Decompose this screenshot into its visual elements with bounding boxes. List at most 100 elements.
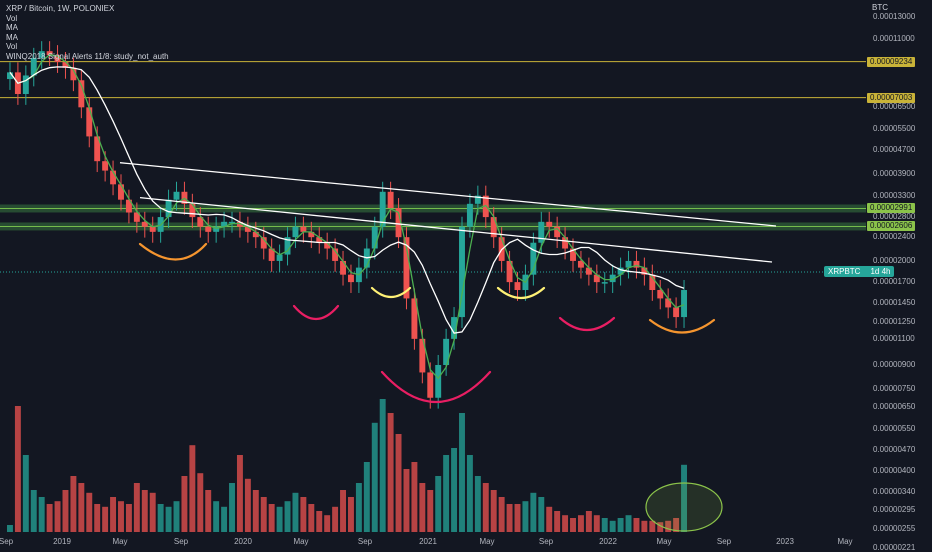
legend-title[interactable]: XRP / Bitcoin, 1W, POLONIEX <box>6 4 115 13</box>
volume-bar <box>229 483 235 532</box>
candle-body <box>625 260 632 268</box>
pattern-arc <box>558 316 616 331</box>
candle-body <box>324 242 331 249</box>
pattern-arc <box>648 318 716 334</box>
candle-body <box>110 170 117 185</box>
candle-body <box>118 184 124 200</box>
candle-body <box>609 274 616 283</box>
volume-bar <box>181 476 188 532</box>
volume-bar <box>514 504 521 532</box>
volume-bar <box>62 490 69 532</box>
price-level-tag[interactable]: 0.00002991 <box>867 203 916 214</box>
pattern-arc <box>370 286 412 299</box>
y-tick-label: 0.00001450 <box>873 297 916 307</box>
candle-body <box>562 237 569 249</box>
volume-bar <box>276 506 283 532</box>
volume-bar <box>348 497 354 532</box>
volume-bar <box>133 483 140 532</box>
candle-body <box>300 226 307 232</box>
candle-body <box>149 226 156 232</box>
legend-ma[interactable]: MA <box>6 23 18 32</box>
bar-countdown: 1d 4h <box>870 267 891 276</box>
y-tick-label: 0.00000470 <box>873 444 916 454</box>
price-level-tag[interactable]: 0.00002606 <box>867 221 916 232</box>
y-tick-label: 0.00005500 <box>873 124 916 134</box>
volume-bar <box>118 501 124 532</box>
candle-body <box>348 274 354 283</box>
candle-body <box>38 51 45 58</box>
y-tick-label: 0.00000550 <box>873 424 916 434</box>
volume-bar <box>173 501 180 532</box>
candle-body <box>268 248 275 261</box>
price-level-tag[interactable]: 0.00007003 <box>867 92 916 103</box>
volume-bar <box>522 501 529 532</box>
candle-body <box>649 274 656 291</box>
x-tick-label: Sep <box>173 537 189 546</box>
volume-bar <box>490 490 497 532</box>
y-tick-label: 0.00000900 <box>873 359 916 369</box>
candle-body <box>133 212 140 222</box>
volume-bar <box>466 455 473 532</box>
volume-bar <box>324 515 331 532</box>
candle-body <box>427 372 434 398</box>
volume-bar <box>332 506 339 532</box>
candle-body <box>681 290 687 318</box>
x-tick-label: May <box>112 537 128 546</box>
legend-vol[interactable]: Vol <box>6 13 18 23</box>
y-tick-label: 0.00000295 <box>873 505 916 515</box>
y-tick-label: 0.00000650 <box>873 402 916 412</box>
volume-bar <box>482 483 489 532</box>
x-tick-label: May <box>837 537 853 546</box>
price-axis-unit[interactable]: BTC <box>872 3 888 12</box>
candle-body <box>665 298 672 308</box>
x-tick-label: Sep <box>0 537 14 546</box>
pattern-arc <box>380 370 492 404</box>
volume-bar <box>538 497 545 532</box>
volume-bar <box>554 511 561 532</box>
ma-slow-line <box>9 66 685 334</box>
symbol-price-tag[interactable]: XRPBTC 1d 4h <box>824 266 895 277</box>
volume-bar <box>197 473 204 532</box>
y-tick-label: 0.00000221 <box>873 543 916 552</box>
candle-body <box>94 136 101 162</box>
volume-bar <box>54 501 61 532</box>
y-tick-label: 0.00003300 <box>873 190 916 200</box>
volume-bar <box>443 455 450 532</box>
candle-body <box>260 237 267 249</box>
y-tick-label: 0.00006500 <box>873 102 916 112</box>
volume-bar <box>125 504 132 532</box>
candle-body <box>7 72 13 80</box>
candle-body <box>435 364 442 398</box>
candle-body <box>514 282 521 291</box>
candle-body <box>221 221 228 227</box>
x-tick-label: Sep <box>357 537 373 546</box>
x-tick-label: 2020 <box>234 537 252 546</box>
y-tick-label: 0.00002400 <box>873 232 916 242</box>
candle-body <box>141 221 148 227</box>
price-level-tag[interactable]: 0.00009234 <box>867 56 916 67</box>
volume-bar <box>625 515 632 532</box>
candle-body <box>292 226 299 238</box>
candle-body <box>102 161 109 171</box>
volume-bar <box>451 448 458 532</box>
legend-signal-alerts[interactable]: WINQ2018 Signal Alerts 11/8: study_not_a… <box>6 51 169 61</box>
volume-highlight-circle <box>645 482 723 532</box>
volume-bar <box>419 483 426 532</box>
pattern-arc <box>138 242 208 261</box>
x-tick-label: May <box>656 537 672 546</box>
y-tick-label: 0.00002800 <box>873 212 916 222</box>
candle-body <box>70 67 77 81</box>
volume-bar <box>165 506 172 532</box>
trendline <box>119 162 777 227</box>
volume-bar <box>300 497 307 532</box>
legend-ma-2[interactable]: MA <box>6 32 18 42</box>
legend-vol-2[interactable]: Vol <box>6 42 18 51</box>
candle-body <box>22 75 29 95</box>
y-tick-label: 0.00000400 <box>873 465 916 475</box>
volume-bar <box>236 455 243 532</box>
trendline <box>139 197 773 263</box>
candle-body <box>54 55 61 63</box>
candle-body <box>593 274 600 283</box>
